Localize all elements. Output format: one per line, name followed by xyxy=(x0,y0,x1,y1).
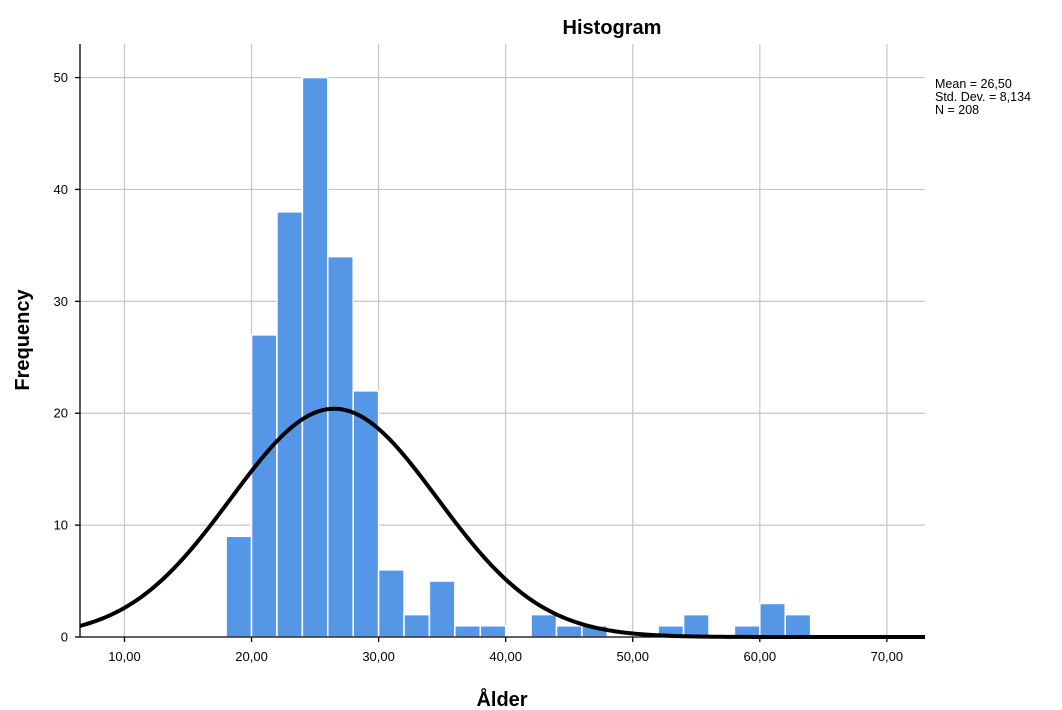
stats-line: N = 208 xyxy=(935,103,979,117)
histogram-bar xyxy=(682,613,710,638)
histogram-bar xyxy=(301,76,329,638)
y-tick-label: 0 xyxy=(61,630,68,645)
histogram-bar xyxy=(428,580,456,638)
histogram-bar xyxy=(352,390,380,638)
histogram-bar xyxy=(250,334,278,638)
y-tick-label: 20 xyxy=(54,406,68,421)
y-tick-label: 10 xyxy=(54,518,68,533)
histogram-bar xyxy=(276,211,304,638)
y-axis-label: Frequency xyxy=(12,289,34,391)
y-tick-label: 40 xyxy=(54,182,68,197)
histogram-bars xyxy=(225,76,812,638)
y-tick-label: 30 xyxy=(54,294,68,309)
x-tick-label: 20,00 xyxy=(235,649,268,664)
x-tick-label: 50,00 xyxy=(616,649,649,664)
chart-title: Histogram xyxy=(563,17,662,39)
stats-line: Mean = 26,50 xyxy=(935,77,1012,91)
histogram-bar xyxy=(327,255,354,638)
histogram-bar xyxy=(377,569,405,638)
histogram-bar xyxy=(454,625,482,638)
histogram-bar xyxy=(403,613,431,638)
tick-labels: 10,00 20,00 30,00 40,00 50,00 60,00 70,00 0 10 20… xyxy=(54,70,904,664)
grid-lines xyxy=(80,44,925,637)
histogram-bar xyxy=(530,613,558,638)
histogram-bar xyxy=(479,625,507,638)
x-tick-label: 70,00 xyxy=(871,649,904,664)
x-tick-label: 60,00 xyxy=(744,649,777,664)
x-tick-label: 40,00 xyxy=(489,649,522,664)
y-tick-label: 50 xyxy=(54,70,68,85)
histogram-bar xyxy=(784,613,812,638)
x-axis-label: Ålder xyxy=(476,687,527,710)
histogram-bar xyxy=(555,625,583,638)
histogram-bar xyxy=(225,535,253,638)
histogram-bar xyxy=(759,602,786,638)
x-tick-label: 30,00 xyxy=(362,649,395,664)
axes xyxy=(79,44,925,638)
x-tick-label: 10,00 xyxy=(108,649,141,664)
stats-line: Std. Dev. = 8,134 xyxy=(935,90,1031,104)
normal-curve xyxy=(79,406,925,639)
